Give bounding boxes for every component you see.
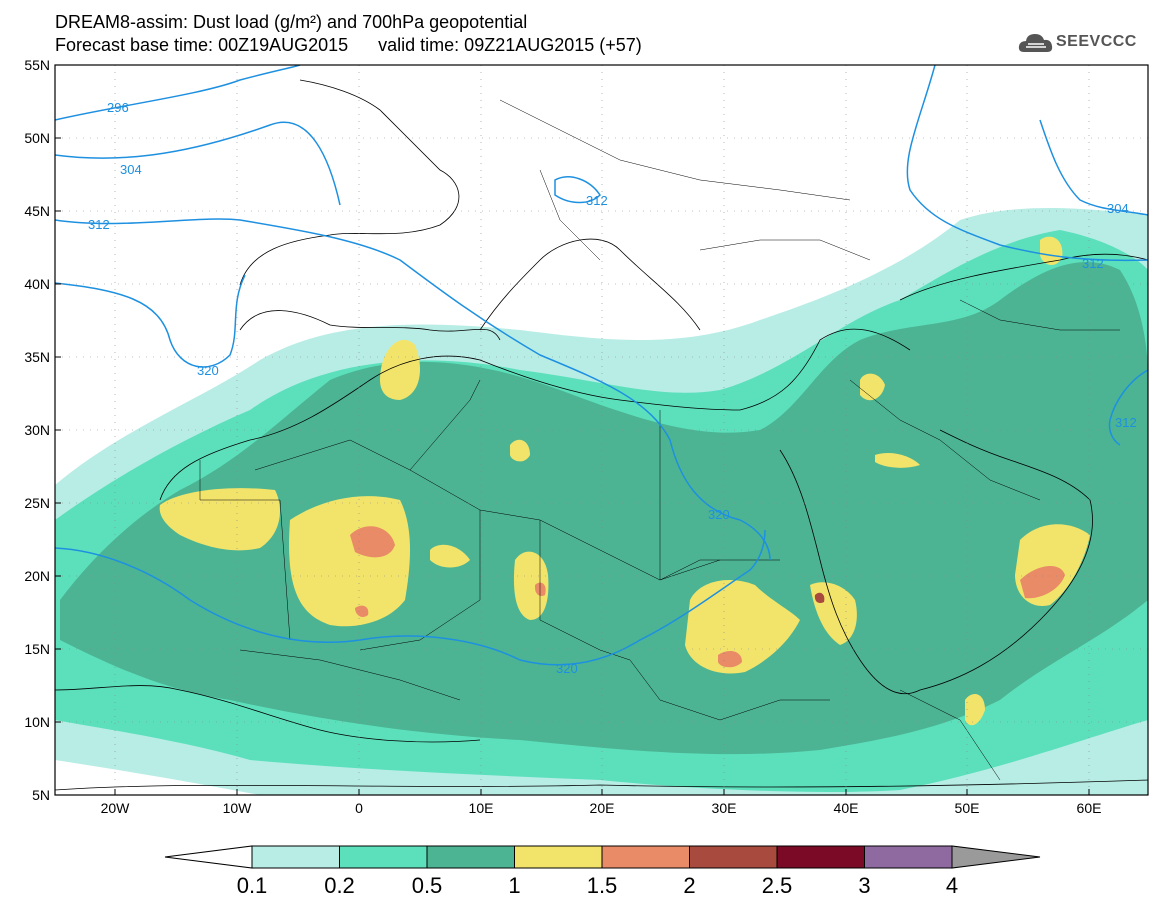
contour-312-east: [906, 65, 1148, 262]
coastlines: [55, 79, 1148, 791]
dust-shading: [55, 208, 1148, 795]
colorbar-cell: [251, 845, 340, 869]
colorbar-cell: [776, 845, 865, 869]
lon-label: 50E: [955, 800, 980, 816]
dust-band-1.5: [350, 526, 1065, 668]
colorbar-cell: [601, 845, 690, 869]
lon-label: 0: [355, 800, 363, 816]
colorbar-tick-label: 2.5: [762, 873, 793, 898]
logo-text: SEEVCCC: [1056, 33, 1137, 50]
lat-label: 25N: [24, 495, 50, 511]
contour-label: 320: [708, 507, 730, 522]
contour-label: 304: [1107, 201, 1129, 216]
geopotential-contours: [55, 65, 1148, 666]
contour-label: 312: [1115, 415, 1137, 430]
contour-312-europe: [554, 176, 601, 204]
colorbar-right-arrow: [951, 845, 1041, 869]
lat-label: 50N: [24, 130, 50, 146]
latitude-labels: 55N 50N 45N 40N 35N 30N 25N 20N 15N 10N …: [24, 57, 50, 803]
lon-label: 20E: [590, 800, 615, 816]
lon-label: 60E: [1077, 800, 1102, 816]
colorbar-tick-label: 2: [683, 873, 695, 898]
contour-312-se: [1108, 369, 1148, 446]
colorbar-tick-label: 0.1: [237, 873, 268, 898]
lon-label: 20W: [101, 800, 131, 816]
lon-label: 10E: [469, 800, 494, 816]
lat-label: 5N: [32, 787, 50, 803]
lon-label: 10W: [223, 800, 253, 816]
lon-label: 40E: [834, 800, 859, 816]
lat-label: 45N: [24, 203, 50, 219]
lat-label: 10N: [24, 714, 50, 730]
lat-label: 35N: [24, 349, 50, 365]
cloud-icon: [1018, 34, 1053, 52]
lat-label: 20N: [24, 568, 50, 584]
lat-label: 55N: [24, 57, 50, 73]
colorbar-cell: [426, 845, 515, 869]
contour-label: 304: [120, 162, 142, 177]
ticks: [55, 64, 1090, 795]
gridlines: [55, 65, 1148, 795]
seevccc-logo: SEEVCCC: [1018, 28, 1150, 58]
colorbar-tick-label: 3: [858, 873, 870, 898]
contour-label-group: 296 304 312 320 312 320 320 304 312 312: [88, 100, 1137, 676]
contour-320-south: [55, 529, 766, 666]
contour-312-west: [55, 218, 771, 561]
map-subtitle: Forecast base time: 00Z19AUG2015 valid t…: [55, 35, 642, 55]
colorbar-tick-label: 1: [508, 873, 520, 898]
map-title: DREAM8-assim: Dust load (g/m²) and 700hP…: [55, 12, 528, 32]
colorbar: [164, 845, 1041, 869]
longitude-labels: 20W 10W 0 10E 20E 30E 40E 50E 60E: [101, 800, 1102, 816]
lat-label: 15N: [24, 641, 50, 657]
colorbar-cell: [514, 845, 603, 869]
lon-label: 30E: [712, 800, 737, 816]
contour-label: 296: [107, 100, 129, 115]
contour-296: [55, 65, 301, 121]
contour-label: 312: [586, 193, 608, 208]
contour-304-east: [1039, 119, 1148, 216]
contour-label: 312: [88, 217, 110, 232]
lat-label: 40N: [24, 276, 50, 292]
contour-label: 320: [197, 363, 219, 378]
country-borders: [199, 99, 1120, 781]
colorbar-left-arrow: [164, 845, 253, 869]
contour-304: [55, 121, 341, 206]
colorbar-tick-label: 0.2: [324, 873, 355, 898]
dust-band-2: [814, 592, 825, 604]
colorbar-tick-label: 4: [946, 873, 958, 898]
lat-label: 30N: [24, 422, 50, 438]
contour-label: 320: [556, 661, 578, 676]
colorbar-tick-label: 1.5: [587, 873, 618, 898]
colorbar-labels: 0.1 0.2 0.5 1 1.5 2 2.5 3 4: [237, 873, 958, 898]
colorbar-cell: [339, 845, 428, 869]
contour-320-west: [55, 274, 246, 368]
colorbar-cell: [689, 845, 778, 869]
contour-label: 312: [1082, 256, 1104, 271]
colorbar-tick-label: 0.5: [412, 873, 443, 898]
colorbar-cell: [864, 845, 953, 869]
